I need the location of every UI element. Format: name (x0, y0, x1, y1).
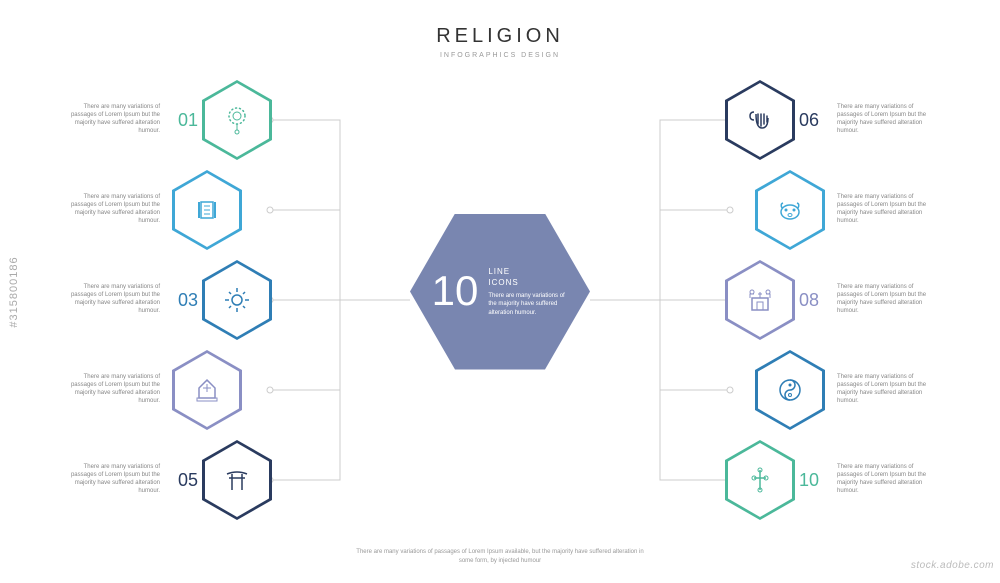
item-desc: There are many variations of passages of… (65, 374, 160, 405)
infographic-item-05: There are many variations of passages of… (65, 440, 272, 520)
item-desc: There are many variations of passages of… (65, 104, 160, 135)
item-desc: There are many variations of passages of… (837, 284, 932, 315)
footer-text: There are many variations of passages of… (350, 548, 650, 565)
wudu-icon (744, 104, 776, 136)
infographic-item-04: There are many variations of passages of… (65, 350, 272, 430)
center-desc: There are many variations of the majorit… (488, 292, 568, 317)
infographic-item-02: There are many variations of passages of… (65, 170, 272, 250)
cross-icon (744, 464, 776, 496)
item-desc: There are many variations of passages of… (65, 284, 160, 315)
hexagon-icon (202, 260, 272, 340)
torii-icon (221, 464, 253, 496)
center-line2: ICONS (488, 277, 568, 288)
item-desc: There are many variations of passages of… (837, 194, 932, 225)
infographic-item-06: 06 There are many variations of passages … (725, 80, 932, 160)
item-number: 08 (799, 290, 829, 311)
infographic-item-07: 07There are many variations of passages … (725, 170, 932, 250)
hexagon-icon (202, 80, 272, 160)
yinyang-icon (774, 374, 806, 406)
hexagon-icon (172, 170, 242, 250)
hexagon-icon (725, 440, 795, 520)
item-number: 03 (168, 290, 198, 311)
center-number: 10 (432, 267, 479, 315)
center-hexagon: 10 LINE ICONS There are many variations … (410, 214, 590, 370)
scroll-icon (191, 194, 223, 226)
item-number: 06 (799, 110, 829, 131)
item-desc: There are many variations of passages of… (837, 464, 932, 495)
item-number: 05 (168, 470, 198, 491)
page-title: religion (0, 25, 1000, 48)
hexagon-icon (755, 350, 825, 430)
infographic-item-03: There are many variations of passages of… (65, 260, 272, 340)
center-line1: LINE (488, 266, 568, 277)
item-desc: There are many variations of passages of… (837, 374, 932, 405)
hexagon-icon (755, 170, 825, 250)
item-desc: There are many variations of passages of… (837, 104, 932, 135)
stock-label: stock.adobe.com (911, 560, 994, 571)
hexagon-icon (725, 80, 795, 160)
stock-id: #315800186 (8, 256, 20, 327)
lamb-icon (774, 194, 806, 226)
item-number: 01 (168, 110, 198, 131)
infographic-item-01: There are many variations of passages of… (65, 80, 272, 160)
infographic-item-08: 08 There are many variations of passages … (725, 260, 932, 340)
hexagon-icon (725, 260, 795, 340)
item-desc: There are many variations of passages of… (65, 464, 160, 495)
hexagon-icon (172, 350, 242, 430)
infographic-item-10: 10 There are many variations of passages … (725, 440, 932, 520)
item-number: 10 (799, 470, 829, 491)
item-desc: There are many variations of passages of… (65, 194, 160, 225)
church-icon (744, 284, 776, 316)
rosary-icon (221, 104, 253, 136)
mitre-icon (191, 374, 223, 406)
infographic-item-09: 09There are many variations of passages … (725, 350, 932, 430)
sun-icon (221, 284, 253, 316)
hexagon-icon (202, 440, 272, 520)
header: religion INFOGRAPHICS DESIGN (0, 25, 1000, 59)
page-subtitle: INFOGRAPHICS DESIGN (0, 52, 1000, 59)
